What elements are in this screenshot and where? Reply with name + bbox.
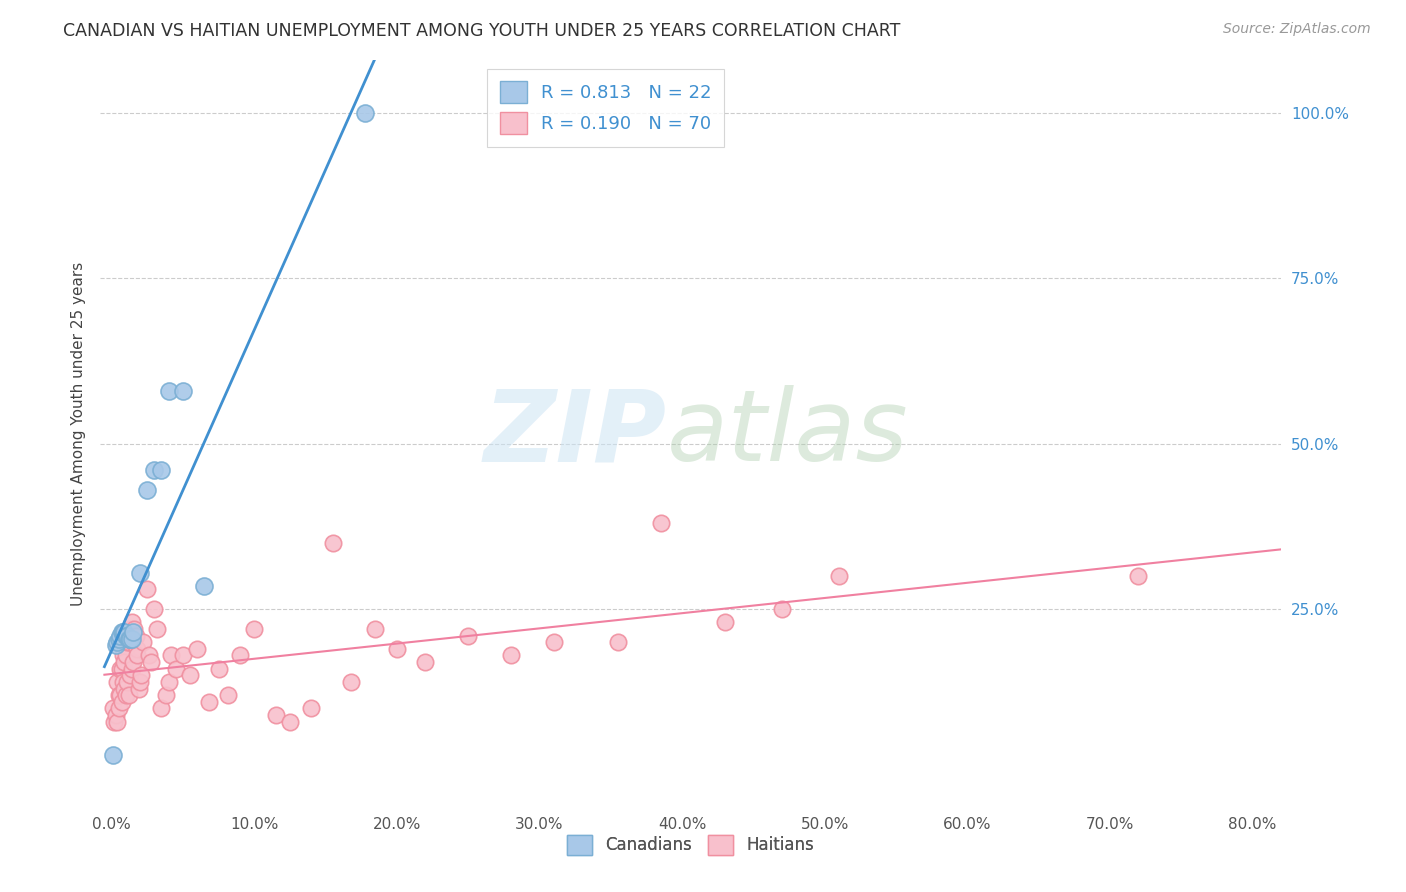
Point — [105, 674, 128, 689]
Point — [108, 662, 131, 676]
Point — [340, 674, 363, 689]
Point — [128, 681, 150, 696]
Point — [118, 688, 141, 702]
Point — [111, 674, 134, 689]
Point — [354, 105, 377, 120]
Point — [543, 635, 565, 649]
Point — [108, 629, 131, 643]
Point — [120, 632, 142, 646]
Point — [385, 641, 408, 656]
Point — [121, 662, 143, 676]
Point — [650, 516, 672, 530]
Point — [146, 622, 169, 636]
Point — [322, 536, 344, 550]
Point — [155, 688, 177, 702]
Point — [172, 648, 194, 663]
Point — [1128, 569, 1150, 583]
Point — [129, 566, 152, 580]
Point — [136, 483, 159, 497]
Point — [160, 648, 183, 663]
Point — [150, 701, 173, 715]
Point — [243, 622, 266, 636]
Point — [172, 384, 194, 398]
Point — [136, 582, 159, 597]
Text: CANADIAN VS HAITIAN UNEMPLOYMENT AMONG YOUTH UNDER 25 YEARS CORRELATION CHART: CANADIAN VS HAITIAN UNEMPLOYMENT AMONG Y… — [63, 22, 901, 40]
Point — [111, 625, 134, 640]
Point — [127, 648, 149, 663]
Point — [770, 602, 793, 616]
Point — [364, 622, 387, 636]
Point — [218, 688, 240, 702]
Point — [118, 635, 141, 649]
Point — [165, 662, 187, 676]
Point — [114, 648, 136, 663]
Point — [125, 629, 148, 643]
Point — [101, 747, 124, 762]
Point — [110, 625, 132, 640]
Point — [103, 714, 125, 729]
Point — [118, 632, 141, 646]
Point — [131, 668, 153, 682]
Point — [129, 674, 152, 689]
Point — [127, 641, 149, 656]
Point — [107, 701, 129, 715]
Legend: Canadians, Haitians: Canadians, Haitians — [555, 823, 827, 867]
Point — [124, 622, 146, 636]
Point — [186, 641, 208, 656]
Point — [111, 648, 134, 663]
Text: Source: ZipAtlas.com: Source: ZipAtlas.com — [1223, 22, 1371, 37]
Point — [108, 688, 131, 702]
Point — [138, 648, 160, 663]
Point — [110, 662, 132, 676]
Text: ZIP: ZIP — [484, 385, 666, 483]
Point — [104, 639, 127, 653]
Point — [105, 714, 128, 729]
Point — [278, 714, 301, 729]
Point — [104, 708, 127, 723]
Point — [157, 384, 180, 398]
Point — [115, 674, 138, 689]
Point — [121, 615, 143, 630]
Point — [114, 688, 136, 702]
Point — [179, 668, 201, 682]
Point — [132, 635, 155, 649]
Point — [299, 701, 322, 715]
Point — [606, 635, 628, 649]
Point — [415, 655, 437, 669]
Point — [143, 463, 166, 477]
Point — [114, 629, 136, 643]
Point — [110, 695, 132, 709]
Y-axis label: Unemployment Among Youth under 25 years: Unemployment Among Youth under 25 years — [72, 261, 86, 606]
Point — [121, 632, 143, 646]
Point — [457, 629, 479, 643]
Point — [112, 681, 135, 696]
Point — [112, 625, 135, 640]
Point — [141, 655, 163, 669]
Point — [828, 569, 851, 583]
Point — [105, 635, 128, 649]
Point — [107, 688, 129, 702]
Point — [157, 674, 180, 689]
Point — [193, 579, 215, 593]
Point — [122, 625, 145, 640]
Point — [714, 615, 737, 630]
Point — [264, 708, 287, 723]
Point — [107, 632, 129, 646]
Point — [122, 655, 145, 669]
Point — [112, 655, 135, 669]
Point — [115, 629, 138, 643]
Point — [120, 622, 142, 636]
Point — [150, 463, 173, 477]
Text: atlas: atlas — [666, 385, 908, 483]
Point — [229, 648, 252, 663]
Point — [197, 695, 219, 709]
Point — [499, 648, 522, 663]
Point — [207, 662, 229, 676]
Point — [101, 701, 124, 715]
Point — [143, 602, 166, 616]
Point — [122, 635, 145, 649]
Point — [120, 668, 142, 682]
Point — [115, 635, 138, 649]
